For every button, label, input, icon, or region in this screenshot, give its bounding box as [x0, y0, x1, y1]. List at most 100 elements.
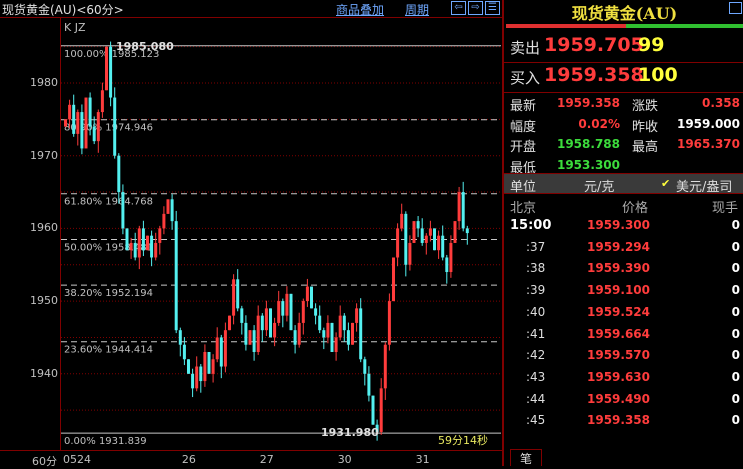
candle-body — [256, 315, 260, 352]
stat-value: 1959.000 — [676, 116, 740, 131]
candle-body — [387, 301, 391, 345]
candle-body — [100, 90, 104, 113]
tick-time: :40 — [526, 304, 546, 319]
sell-volume: 99 — [638, 34, 665, 56]
candle-body — [191, 373, 195, 389]
stat-label: 最高 — [632, 140, 659, 155]
candle-body — [125, 228, 129, 251]
buy-row: 买入 1959.358 100 — [504, 63, 743, 91]
candle-body — [76, 112, 80, 134]
x-tick-label: 0524 — [63, 453, 91, 466]
candle-body — [342, 315, 346, 331]
tick-price: 1959.570 — [587, 348, 651, 363]
tick-row: :39 1959.100 0 — [504, 283, 743, 303]
candle-body — [187, 359, 190, 374]
candle-body — [166, 199, 170, 214]
sell-row: 卖出 1959.705 99 — [504, 33, 743, 61]
col-time: 北京 — [510, 201, 537, 216]
x-tick-label: 30 — [337, 453, 352, 466]
tick-volume: 0 — [731, 239, 740, 254]
candle-body — [305, 286, 309, 302]
candle-body — [113, 97, 117, 156]
candle-body — [117, 155, 121, 193]
tick-price: 1959.100 — [587, 283, 651, 298]
unit-row: 单位 元/克 ✔ 美元/盎司 — [504, 173, 743, 195]
stat-label: 昨收 — [632, 119, 659, 135]
tick-time: :41 — [526, 326, 546, 341]
tick-time: :45 — [526, 413, 546, 428]
tick-time: :44 — [526, 391, 546, 406]
candle-body — [223, 330, 227, 367]
candle-body — [80, 112, 84, 149]
candle-body — [375, 424, 379, 432]
stat-row: 幅度 0.02% 昨收 1959.000 — [504, 116, 743, 136]
candle-body — [371, 395, 375, 425]
period-link[interactable]: 周期 — [405, 3, 430, 17]
sell-price: 1959.705 — [544, 34, 644, 56]
tick-price: 1959.630 — [587, 369, 651, 384]
fib-label: 23.60% 1944.414 — [64, 345, 153, 356]
check-icon: ✔ — [661, 177, 671, 190]
candle-body — [232, 279, 236, 316]
candle-body — [314, 308, 318, 316]
tick-time: :43 — [526, 369, 546, 384]
candle-body — [392, 257, 395, 302]
chart-title: 现货黄金(AU)<60分> — [2, 3, 124, 17]
candle-body — [158, 228, 162, 243]
stat-row: 最新 1959.358 涨跌 0.358 — [504, 95, 743, 115]
y-tick-label: 1980 — [30, 76, 58, 89]
next-arrow-icon[interactable]: ⇨ — [468, 1, 483, 15]
stat-value: 1959.358 — [556, 96, 620, 110]
candlestick-chart[interactable]: K JZ 100.00% 1985.123 80.90% 1974.946 61.8… — [61, 18, 501, 450]
candle-body — [248, 330, 252, 345]
candle-body — [146, 235, 149, 251]
candle-body — [141, 228, 145, 251]
tick-row: :40 1959.524 0 — [504, 305, 743, 325]
candle-body — [150, 235, 154, 258]
candle-body — [351, 322, 354, 345]
buy-price: 1959.358 — [544, 64, 644, 86]
candle-body — [182, 344, 186, 360]
candle-body — [219, 337, 223, 367]
menu-icon[interactable]: ☰ — [485, 1, 500, 15]
tick-price: 1959.358 — [587, 413, 651, 428]
prev-arrow-icon[interactable]: ⇦ — [451, 1, 466, 15]
tick-volume: 0 — [731, 348, 740, 363]
unit-option-ounce[interactable]: 美元/盎司 — [676, 180, 733, 195]
candle-body — [178, 330, 182, 345]
candle-body — [355, 308, 359, 323]
candle-body — [465, 228, 469, 234]
countdown: 59分14秒 — [438, 434, 488, 447]
unit-option-gram[interactable]: 元/克 — [584, 180, 615, 195]
y-tick-label: 1940 — [30, 366, 58, 380]
low-marker: 1931.980 — [321, 426, 379, 439]
tick-row: :45 1959.358 0 — [504, 413, 743, 433]
candle-body — [195, 366, 199, 389]
chart-header: 现货黄金(AU)<60分> 商品叠加 周期 ⇦ ⇨ ☰ — [0, 0, 502, 18]
overlay-link[interactable]: 商品叠加 — [336, 3, 385, 17]
candle-body — [64, 119, 67, 127]
tick-row: :37 1959.294 0 — [504, 240, 743, 260]
candle-body — [396, 228, 400, 258]
tick-volume: 0 — [731, 261, 740, 276]
period-label: 60分 — [32, 455, 57, 468]
candle-body — [244, 322, 248, 345]
maximize-icon[interactable] — [729, 2, 742, 14]
tick-row: :42 1959.570 0 — [504, 348, 743, 368]
tick-volume: 0 — [731, 283, 740, 298]
candle-body — [109, 46, 113, 98]
tab-ticks[interactable]: 笔 — [510, 449, 542, 466]
candle-body — [437, 235, 441, 251]
tick-volume: 0 — [731, 218, 740, 232]
candle-body — [105, 46, 108, 91]
candle-body — [88, 97, 92, 127]
y-tick-label: 1960 — [30, 221, 58, 235]
tick-price: 1959.294 — [587, 239, 651, 254]
indicator-label: K JZ — [64, 21, 86, 34]
fib-label: 80.90% 1974.946 — [64, 123, 153, 134]
candle-body — [363, 359, 367, 374]
stat-label: 涨跌 — [632, 99, 659, 114]
candle-body — [215, 337, 219, 360]
candle-body — [133, 242, 137, 258]
tick-time: :38 — [526, 261, 546, 276]
